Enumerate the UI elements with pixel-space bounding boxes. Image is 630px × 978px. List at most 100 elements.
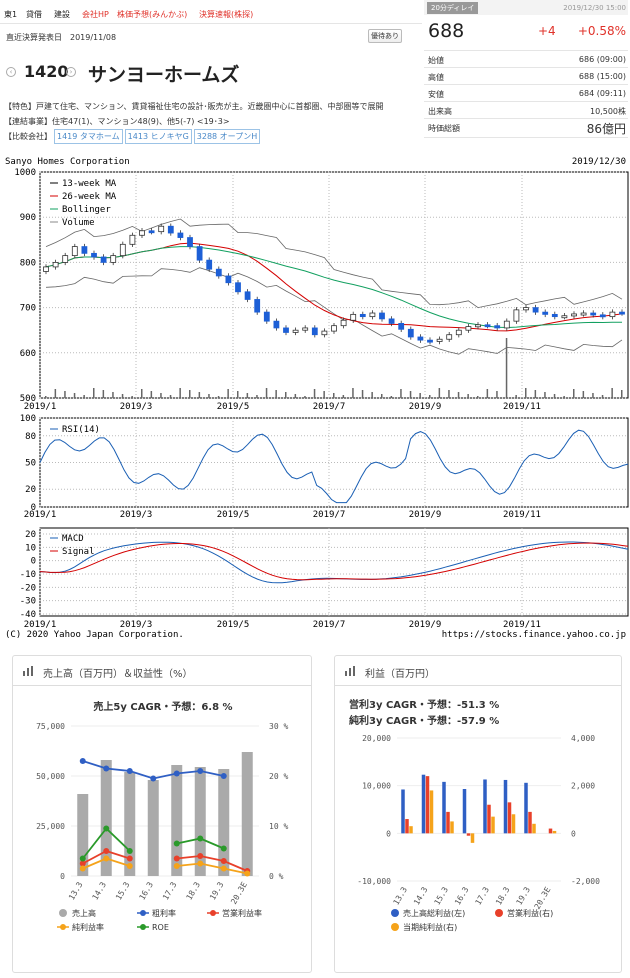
legend-marker — [140, 924, 146, 930]
legend-label: 営業利益率 — [222, 908, 262, 918]
sales-bar — [124, 772, 136, 876]
profit-bar — [425, 776, 430, 834]
ratio-point — [173, 840, 180, 847]
candle-body — [167, 225, 174, 234]
bollinger-lower — [45, 267, 623, 355]
macd-tick-label: 20 — [25, 530, 36, 540]
minkabu-link[interactable]: 株価予想(みんかぶ) — [117, 10, 188, 19]
ma-26-line — [45, 246, 622, 329]
rsi-tick-label: 0 — [31, 503, 36, 513]
y-right-label: 20 % — [269, 772, 288, 781]
volume-bar — [621, 390, 623, 398]
rsi-tick-label: 20 — [25, 485, 36, 495]
ratio-point — [79, 860, 86, 867]
volume-bar — [246, 393, 249, 398]
company-hp-link[interactable]: 会社HP — [82, 10, 109, 19]
y-right-label: 30 % — [269, 722, 288, 731]
legend-label: 純利益率 — [72, 922, 104, 932]
legend-marker — [210, 910, 216, 916]
ratio-point — [173, 855, 180, 862]
compare-link-hinokiya[interactable]: 1413 ヒノキヤG — [124, 129, 192, 144]
legend-label: 売上高 — [72, 908, 96, 918]
volume-bar — [121, 394, 124, 398]
candle-body — [311, 327, 318, 336]
x-tick-label: 2019/3 — [120, 402, 153, 412]
source-url[interactable]: https://stocks.finance.yahoo.co.jp — [441, 630, 626, 640]
candle-body — [523, 307, 529, 311]
ratio-point — [126, 768, 133, 774]
ratio-point — [103, 855, 110, 862]
price-row-mcap: 時価総額 86億円 — [424, 118, 628, 138]
volume-bars — [45, 338, 623, 398]
volume-bar — [217, 396, 220, 398]
business-text: 【連結事業】住宅47(1)、マンション48(9)、他5(-7) <19･3> — [4, 117, 230, 126]
volume-bar — [390, 396, 393, 398]
candle-body — [513, 309, 520, 322]
stock-chart: 1000900800700600500100805020020100-10-20… — [14, 168, 629, 630]
y-left-label: 10,000 — [362, 782, 391, 791]
candle-body — [436, 338, 443, 342]
volume-bar — [237, 391, 239, 398]
x-tick-label: 20.3E — [533, 885, 553, 911]
candle-body — [465, 326, 472, 331]
row-value: 688 (15:00) — [578, 72, 626, 81]
bollinger-upper — [45, 218, 623, 309]
volume-bar — [285, 392, 287, 398]
macd-tick-label: -30 — [20, 597, 36, 607]
volume-bar — [505, 338, 508, 398]
compare-label: 【比較会社】 — [4, 132, 52, 141]
x-tick-label: 15.3 — [433, 885, 451, 906]
x-tick-label: 2019/9 — [409, 510, 442, 520]
profit-bar — [503, 779, 508, 834]
y-left-label: 20,000 — [362, 734, 391, 743]
sales-bar — [100, 760, 112, 876]
ratio-point — [103, 825, 110, 832]
ratio-point — [197, 835, 204, 842]
rsi-tick-label: 80 — [25, 432, 36, 442]
volume-bar — [342, 395, 345, 398]
macd-tick-label: 0 — [31, 557, 36, 567]
price-row-volume: 出来高 10,500株 — [424, 101, 628, 118]
macd-lines — [39, 541, 629, 584]
row-value: 686 (09:00) — [578, 55, 626, 64]
volume-bar — [419, 393, 421, 398]
chart-title: Sanyo Homes Corporation — [5, 157, 130, 167]
x-tick-label: 19.3 — [515, 885, 533, 906]
sector-link[interactable]: 建設 — [54, 10, 70, 19]
profit-bar — [552, 830, 557, 834]
chart-grid — [39, 171, 628, 616]
profit-card: 利益（百万円） 営利3y CAGR・予想：-51.3 % 純利3y CAGR・予… — [334, 655, 622, 973]
x-tick-label: 2019/11 — [503, 510, 541, 520]
compare-link-openh[interactable]: 3288 オープンH — [193, 129, 261, 144]
macd-tick-label: -20 — [20, 583, 36, 593]
volume-bar — [381, 394, 383, 398]
sales-bar — [77, 794, 89, 876]
volume-bar — [371, 392, 373, 398]
y-right-label: 0 — [571, 829, 576, 838]
candle-body — [340, 319, 347, 327]
y-left-label: 0 — [386, 829, 391, 838]
volume-bar — [448, 390, 450, 398]
kabutan-link[interactable]: 決算速報(株探) — [199, 10, 254, 19]
volume-bar — [179, 388, 181, 398]
x-tick-label: 19.3 — [208, 880, 226, 901]
next-arrow-icon[interactable]: › — [66, 67, 76, 77]
profit-bar — [450, 821, 454, 834]
candle-body — [91, 252, 97, 258]
candle-body — [532, 307, 539, 313]
volume-bar — [352, 388, 354, 398]
ratio-point — [103, 765, 110, 772]
candle-body — [254, 299, 261, 313]
prev-arrow-icon[interactable]: ‹ — [6, 67, 16, 77]
candle-body — [235, 282, 241, 293]
candle-body — [369, 312, 376, 318]
candle-body — [503, 320, 510, 329]
ratio-point — [79, 855, 86, 862]
y-tick-label: 1000 — [14, 168, 36, 178]
yutai-button[interactable]: 優待あり — [368, 29, 402, 43]
legend-bollinger: Bollinger — [62, 205, 111, 215]
ratio-line — [176, 855, 248, 872]
compare-link-tamahome[interactable]: 1419 タマホーム — [54, 129, 123, 144]
candle-body — [446, 334, 453, 340]
candle-body — [379, 312, 385, 320]
